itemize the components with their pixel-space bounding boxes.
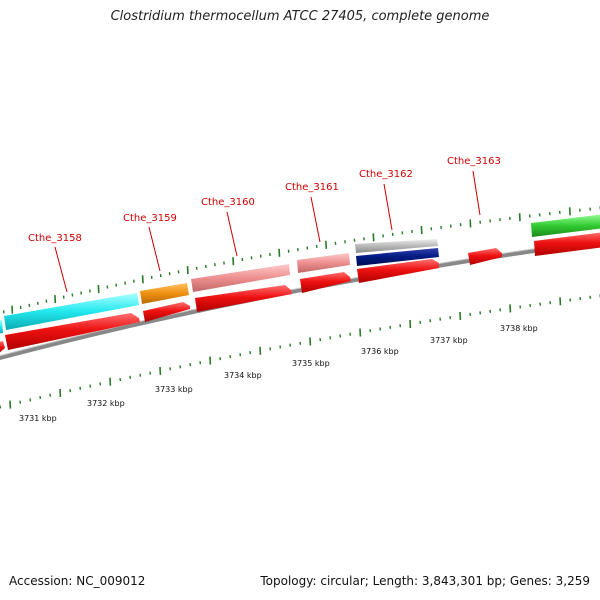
scale-label-3735: 3735 kbp [292,359,330,368]
scale-labels: 3731 kbp 3732 kbp 3733 kbp 3734 kbp 3735… [19,324,538,423]
scale-label-3731: 3731 kbp [19,414,57,423]
feature-gray-bar [355,239,438,253]
gene-label-cthe-3159: Cthe_3159 [123,213,177,224]
callout-line-cthe-3158 [54,246,68,293]
gene-label-cthe-3160: Cthe_3160 [201,197,255,208]
cds-arrow-cthe-3162 [357,259,439,283]
gene-label-cthe-3162: Cthe_3162 [359,169,413,180]
callout-line-cthe-3163 [472,170,481,216]
scale-label-3733: 3733 kbp [155,385,193,394]
feature-cyan-bar [4,293,139,330]
feature-track [0,214,600,334]
gene-label-lines [54,170,481,293]
scale-label-3736: 3736 kbp [361,347,399,356]
callout-line-cthe-3159 [148,226,161,272]
cds-arrow-cthe-3160 [195,285,292,312]
gene-label-cthe-3158: Cthe_3158 [28,233,82,244]
map-title: Clostridium thermocellum ATCC 27405, com… [110,9,490,24]
gene-labels: Cthe_3158 Cthe_3159 Cthe_3160 Cthe_3161 … [28,156,501,244]
feature-pink-bar-2 [297,253,350,273]
accession-text: Accession: NC_009012 [9,574,146,588]
forward-cds-track [0,232,600,353]
cds-arrow-cthe-3159 [143,302,190,322]
feature-green-bar [531,214,600,237]
cds-arrow-cthe-3163 [468,248,502,265]
callout-line-cthe-3161 [310,196,321,243]
gene-label-cthe-3163: Cthe_3163 [447,156,501,167]
outer-tick-row [2,206,600,314]
cds-arrow-cthe-3158 [5,313,140,350]
scale-label-3738: 3738 kbp [500,324,538,333]
cds-arrow-partial-right [534,232,600,256]
callout-line-cthe-3160 [226,211,238,257]
genome-stats-text: Topology: circular; Length: 3,843,301 bp… [260,574,590,588]
scale-label-3737: 3737 kbp [430,336,468,345]
feature-navy-bar [356,248,439,266]
callout-line-cthe-3162 [383,183,393,231]
cds-arrow-cthe-3161 [300,272,351,293]
feature-cyan-partial [0,320,3,334]
scale-label-3734: 3734 kbp [224,371,262,380]
genome-backbone [0,239,600,361]
cds-arrow-partial-left [0,341,5,353]
feature-pink-bar-1 [191,264,290,292]
gene-label-cthe-3161: Cthe_3161 [285,182,339,193]
inner-tick-row [0,294,600,409]
feature-orange-bar [140,283,189,304]
scale-label-3732: 3732 kbp [87,399,125,408]
